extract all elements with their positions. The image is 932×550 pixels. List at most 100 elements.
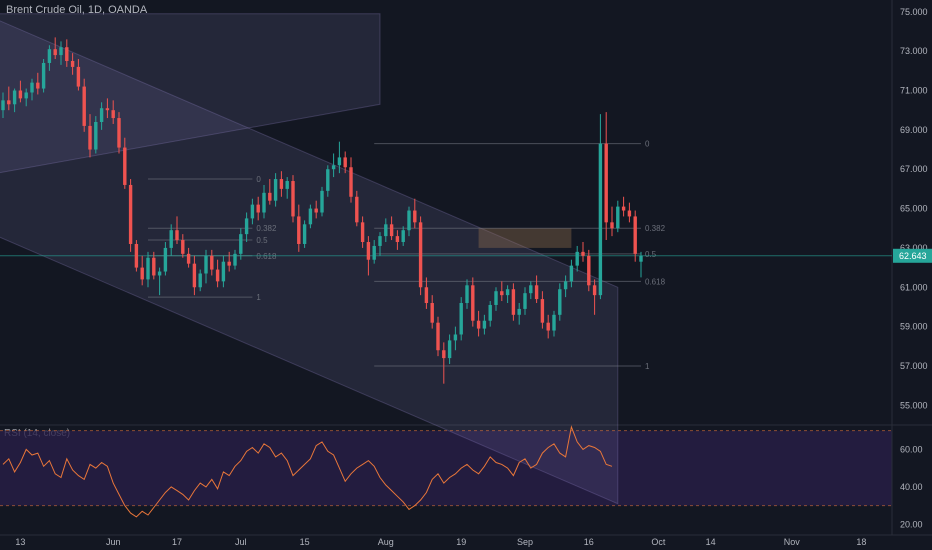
candle-body [198,273,202,288]
candle [378,232,382,256]
fib-label: 1 [645,362,650,371]
time-tick-label: Sep [517,537,533,547]
candle-body [59,47,63,56]
candle-body [128,184,133,244]
candle [41,59,46,93]
candle [540,291,545,329]
last-price-value: 62.643 [899,251,927,261]
candle [326,165,330,197]
candle-body [262,192,266,213]
candle [59,41,63,65]
candle [157,267,162,296]
candle-body [82,86,86,126]
candle [273,173,278,207]
candle-body [581,251,585,256]
candle [233,249,237,270]
candle [88,114,92,158]
candle [256,196,260,221]
last-price-tag [893,248,932,263]
price-tick-label: 73.000 [900,46,928,56]
candle [70,53,75,75]
candle-body [326,169,330,191]
candle-body [308,208,313,225]
candle-body [163,247,168,272]
candle-body [575,251,579,266]
candle-body [552,314,556,331]
candle-body [204,255,208,274]
rsi-tick-label: 20.00 [900,519,923,529]
candle [47,45,52,71]
price-tick-label: 59.000 [900,322,928,332]
candle [24,88,28,107]
candle [471,277,475,327]
candle-body [424,287,429,304]
candle-body [534,285,539,300]
time-tick-label: 19 [456,537,466,547]
candle-body [587,255,591,286]
candle [331,153,336,178]
candle-body [418,222,423,288]
candle-body [476,320,481,329]
candle-body [36,82,40,89]
candle [430,295,434,329]
candle [291,175,295,223]
candle [401,226,405,246]
candle-body [233,253,237,266]
price-tick-label: 63.000 [900,243,928,253]
time-tick-label: Oct [651,537,666,547]
candle-body [192,263,197,288]
candle-body [517,308,521,315]
candle-body [413,210,417,223]
candle-body [598,143,603,296]
candle [639,251,643,278]
candle [181,234,185,258]
candle [320,186,324,217]
fib-label: 0.382 [256,224,277,233]
candle [302,220,307,248]
candle [36,72,40,95]
candle [192,255,197,296]
candle-body [407,210,411,231]
candle [604,112,608,241]
candle [552,310,556,337]
candle-body [616,206,620,229]
candle [204,249,208,284]
candle-body [1,100,5,111]
supply-zone [478,228,572,248]
candle-body [436,322,440,351]
candle-body [291,181,295,217]
candle [633,210,637,262]
candle-body [447,340,452,359]
candle-body [360,222,365,243]
time-tick-label: Jun [106,537,121,547]
candle-body [471,285,475,321]
candle-body [99,108,104,122]
candle [210,249,214,276]
candle-body [175,230,179,241]
price-tick-label: 57.000 [900,361,928,371]
candle [123,137,127,189]
candle [82,78,86,132]
time-tick-label: Jul [235,537,247,547]
candle-body [395,236,400,243]
candle-body [169,230,173,248]
candle-body [355,196,359,223]
candle-body [488,304,492,321]
candle [384,218,388,243]
candle [511,283,516,321]
candle [517,303,521,325]
candle [592,279,597,315]
symbol-title: Brent Crude Oil, 1D, OANDA [6,4,148,16]
candle [215,259,220,288]
time-tick-label: 14 [706,537,716,547]
candle-body [453,334,458,341]
candle-body [529,285,533,294]
candle [227,251,231,272]
candle [262,184,266,219]
candle-body [372,245,376,260]
rsi-tick-label: 40.00 [900,482,923,492]
candle [598,114,603,300]
candle [297,204,301,252]
fib-label: 0 [256,175,261,184]
